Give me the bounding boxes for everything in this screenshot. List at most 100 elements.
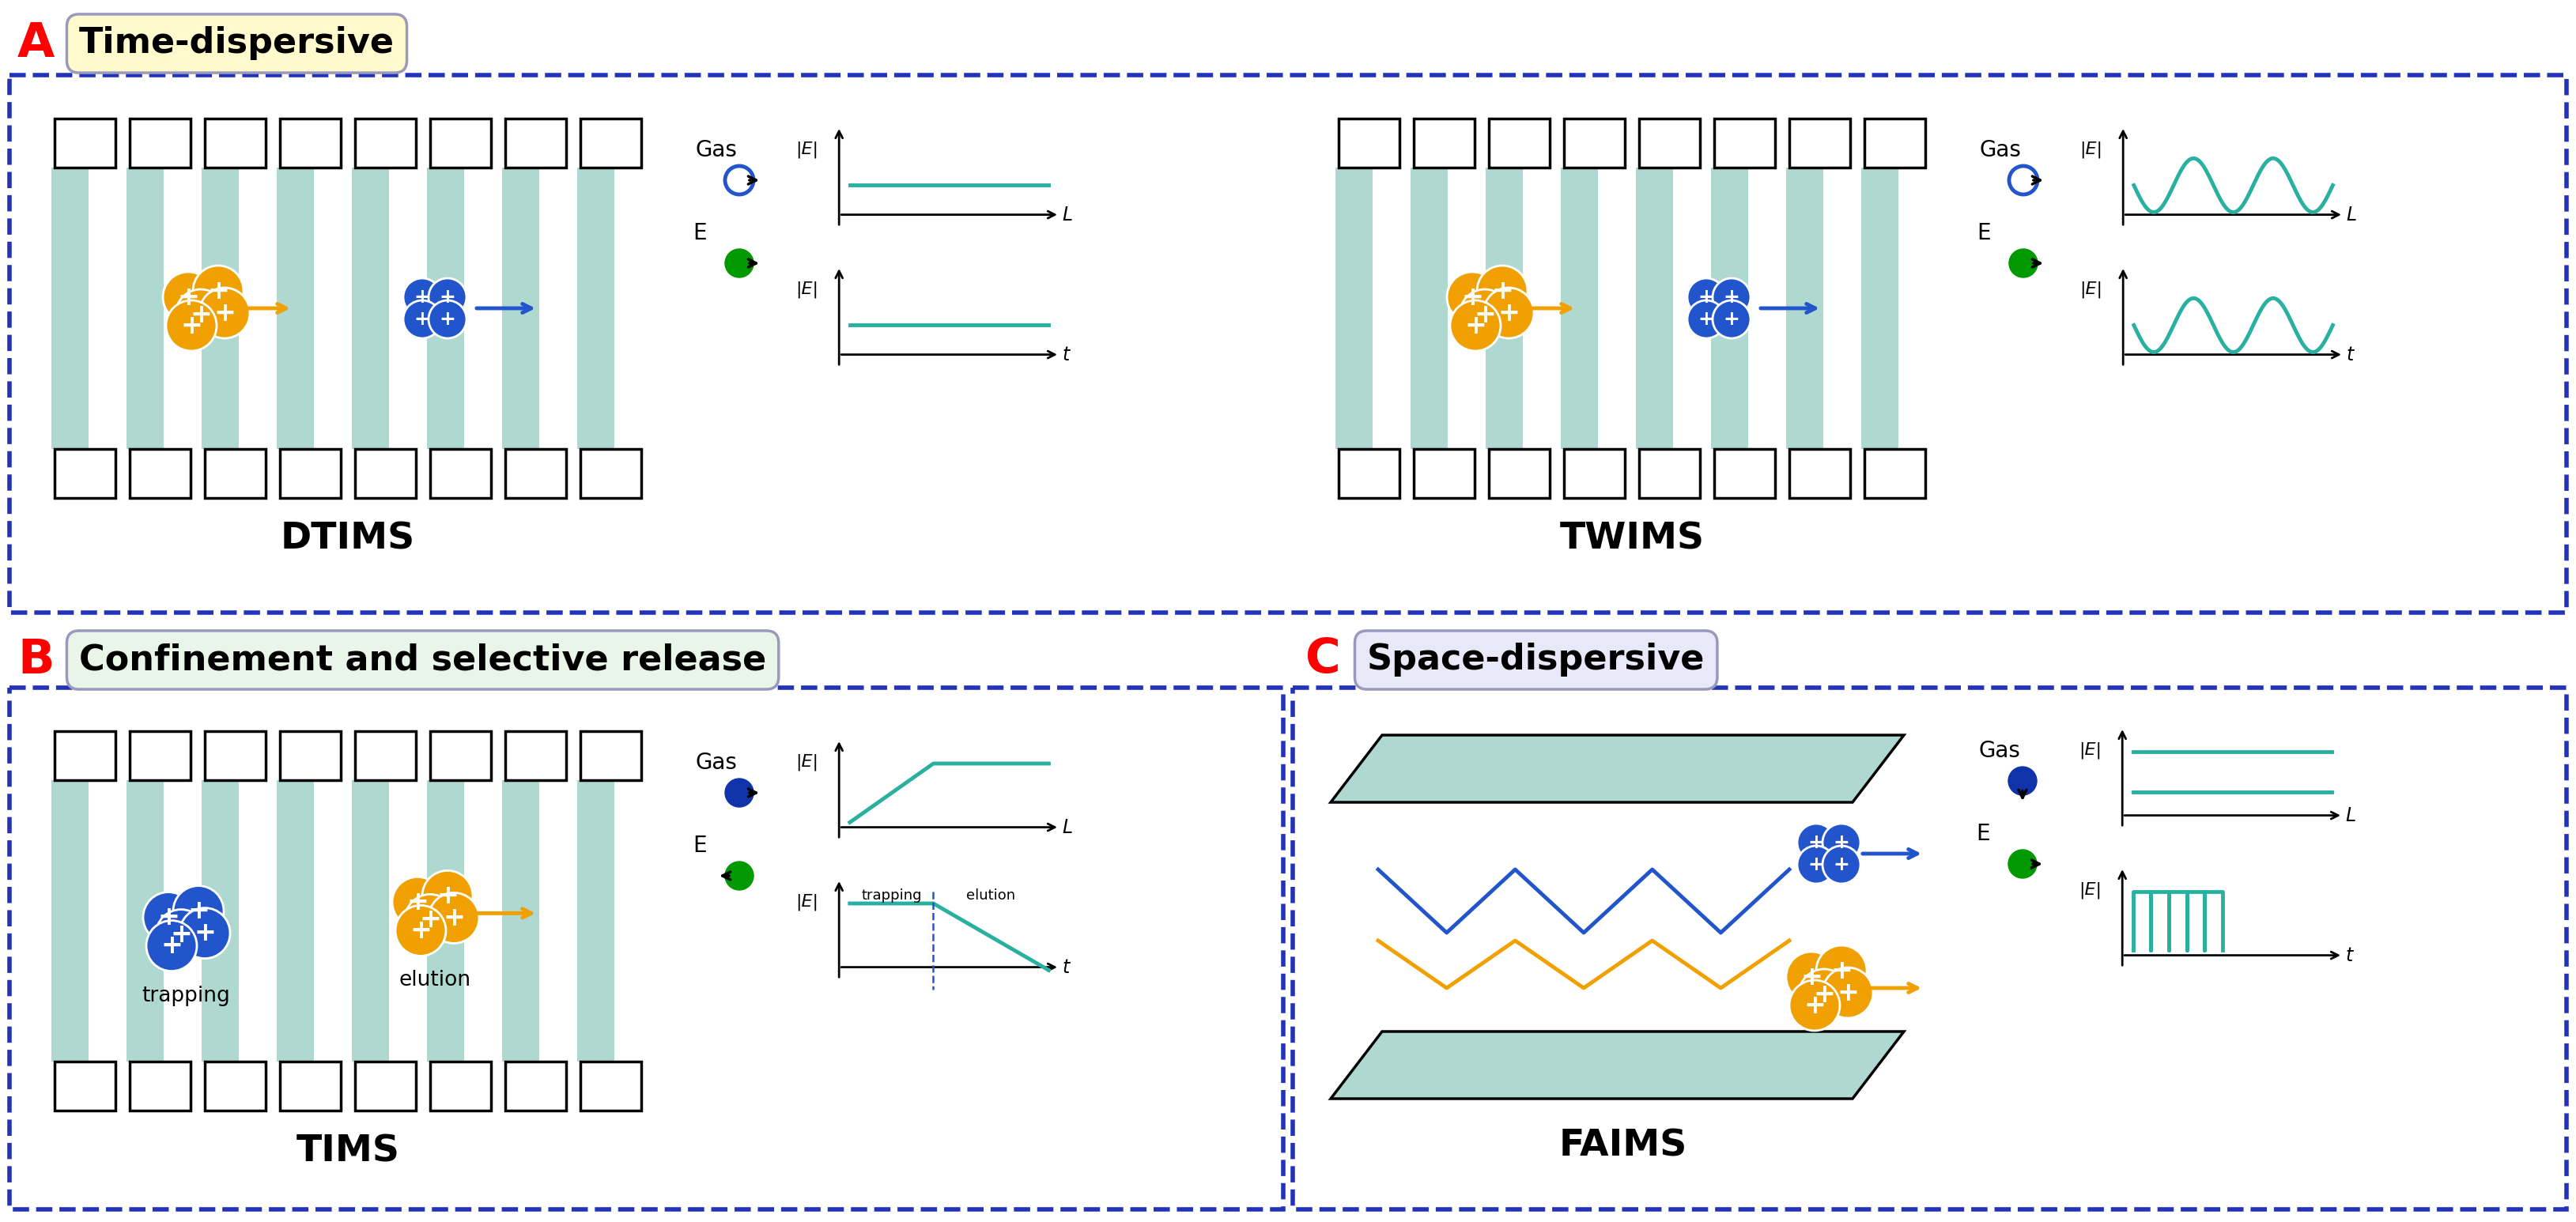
Text: Gas: Gas	[1981, 139, 2022, 161]
Circle shape	[165, 301, 216, 351]
Text: +: +	[407, 890, 428, 915]
Polygon shape	[1332, 1031, 1904, 1099]
Text: +: +	[1698, 310, 1716, 329]
Text: +: +	[1803, 992, 1826, 1018]
Text: +: +	[1837, 980, 1860, 1006]
Text: |E|: |E|	[2079, 142, 2102, 158]
Circle shape	[1821, 824, 1860, 862]
Circle shape	[155, 909, 206, 960]
Text: +: +	[435, 882, 459, 909]
Text: |E|: |E|	[796, 281, 819, 298]
Circle shape	[404, 895, 456, 945]
Bar	[1561, 167, 1597, 448]
Text: +: +	[1832, 958, 1852, 984]
Bar	[276, 781, 314, 1061]
Bar	[126, 167, 165, 448]
Bar	[355, 731, 417, 781]
Text: +: +	[191, 302, 211, 327]
Text: +: +	[415, 310, 430, 329]
Bar	[580, 1061, 641, 1111]
Bar	[577, 167, 616, 448]
Bar	[1489, 119, 1551, 167]
Bar	[201, 167, 240, 448]
Circle shape	[1450, 301, 1502, 351]
Text: C: C	[1306, 637, 1340, 683]
Bar	[276, 167, 314, 448]
Circle shape	[1798, 969, 1850, 1019]
Text: +: +	[170, 921, 193, 948]
Text: B: B	[18, 637, 54, 683]
Text: +: +	[440, 310, 456, 329]
Text: elution: elution	[399, 970, 471, 991]
Text: |E|: |E|	[796, 142, 819, 158]
Bar	[577, 781, 616, 1061]
Bar	[1788, 448, 1850, 499]
Circle shape	[394, 906, 446, 956]
Circle shape	[1816, 946, 1868, 996]
Bar	[54, 119, 116, 167]
Text: +: +	[1461, 285, 1484, 310]
Bar	[129, 1061, 191, 1111]
Bar	[1414, 448, 1476, 499]
Bar	[54, 448, 116, 499]
Text: +: +	[206, 277, 229, 304]
Text: Gas: Gas	[1978, 739, 2020, 763]
Circle shape	[1821, 968, 1873, 1018]
Circle shape	[147, 920, 196, 971]
Circle shape	[1798, 846, 1834, 884]
Text: elution: elution	[966, 888, 1015, 903]
Text: TIMS: TIMS	[296, 1134, 399, 1169]
Circle shape	[1687, 279, 1726, 316]
Text: +: +	[1463, 313, 1486, 338]
Bar	[505, 731, 567, 781]
Bar	[430, 119, 492, 167]
Bar	[505, 1061, 567, 1111]
Bar	[54, 1061, 116, 1111]
Text: +: +	[1801, 964, 1821, 990]
Bar	[129, 119, 191, 167]
Text: A: A	[18, 20, 54, 67]
Bar	[1486, 167, 1522, 448]
Bar	[1710, 167, 1749, 448]
Circle shape	[724, 862, 755, 890]
Text: L: L	[2347, 205, 2357, 224]
Text: +: +	[157, 904, 180, 930]
Text: trapping: trapping	[142, 985, 229, 1006]
Text: FAIMS: FAIMS	[1558, 1128, 1687, 1163]
Bar	[580, 119, 641, 167]
Bar	[1865, 119, 1927, 167]
Bar	[1340, 119, 1399, 167]
Circle shape	[1713, 301, 1752, 338]
Bar	[502, 781, 538, 1061]
Circle shape	[404, 279, 440, 316]
Text: Confinement and selective release: Confinement and selective release	[80, 643, 765, 677]
Text: t: t	[1061, 345, 1069, 364]
Bar	[505, 119, 567, 167]
Circle shape	[724, 778, 755, 807]
Bar	[129, 448, 191, 499]
Bar	[126, 781, 165, 1061]
Text: E: E	[1976, 222, 1991, 244]
Text: +: +	[1497, 299, 1520, 326]
Text: +: +	[443, 906, 464, 931]
Text: L: L	[2344, 807, 2357, 825]
Bar	[52, 781, 88, 1061]
Bar	[1713, 448, 1775, 499]
Bar	[281, 119, 340, 167]
Circle shape	[1461, 290, 1510, 340]
Circle shape	[1790, 980, 1839, 1030]
Bar	[1636, 167, 1674, 448]
Circle shape	[428, 279, 466, 316]
Circle shape	[1448, 273, 1497, 323]
Text: Space-dispersive: Space-dispersive	[1368, 643, 1705, 677]
Text: +: +	[415, 287, 430, 307]
Circle shape	[1785, 952, 1837, 1002]
Bar	[52, 167, 88, 448]
Bar	[204, 731, 265, 781]
Text: +: +	[1834, 833, 1850, 852]
Text: Gas: Gas	[696, 752, 737, 774]
Circle shape	[2009, 849, 2038, 879]
Polygon shape	[1332, 736, 1904, 803]
Text: t: t	[2344, 946, 2352, 965]
Text: +: +	[1808, 833, 1824, 852]
